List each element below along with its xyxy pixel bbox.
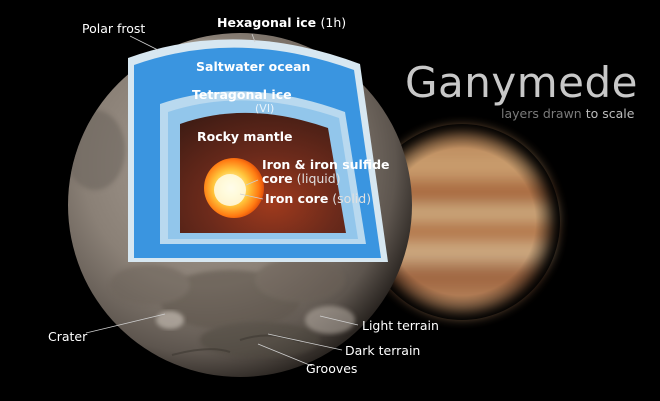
label-hexagonal-ice: Hexagonal ice (1h): [217, 15, 346, 30]
label-rocky-mantle: Rocky mantle: [197, 129, 293, 144]
label-dark-terrain: Dark terrain: [345, 343, 420, 358]
label-inner-core: Iron core (solid): [265, 191, 371, 206]
label-tetragonal-ice-note: (VI): [255, 102, 274, 115]
label-polar-frost: Polar frost: [82, 21, 145, 36]
label-light-terrain: Light terrain: [362, 318, 439, 333]
subtitle-part1: layers drawn: [501, 106, 582, 121]
label-outer-core-line2: core (liquid): [262, 171, 341, 186]
jupiter-background: [364, 124, 560, 320]
inner-core: [214, 174, 246, 206]
page-subtitle: layers drawn to scale: [501, 106, 634, 121]
subtitle-part2: to scale: [585, 106, 635, 121]
label-outer-core-line1: Iron & iron sulfide: [262, 157, 390, 172]
leader-lines: [85, 33, 359, 367]
label-grooves: Grooves: [306, 361, 357, 376]
cutaway-layers: [128, 39, 388, 262]
label-tetragonal-ice: Tetragonal ice: [192, 87, 292, 102]
label-crater: Crater: [48, 329, 88, 344]
page-title: Ganymede: [405, 58, 639, 107]
label-saltwater-ocean: Saltwater ocean: [196, 59, 310, 74]
